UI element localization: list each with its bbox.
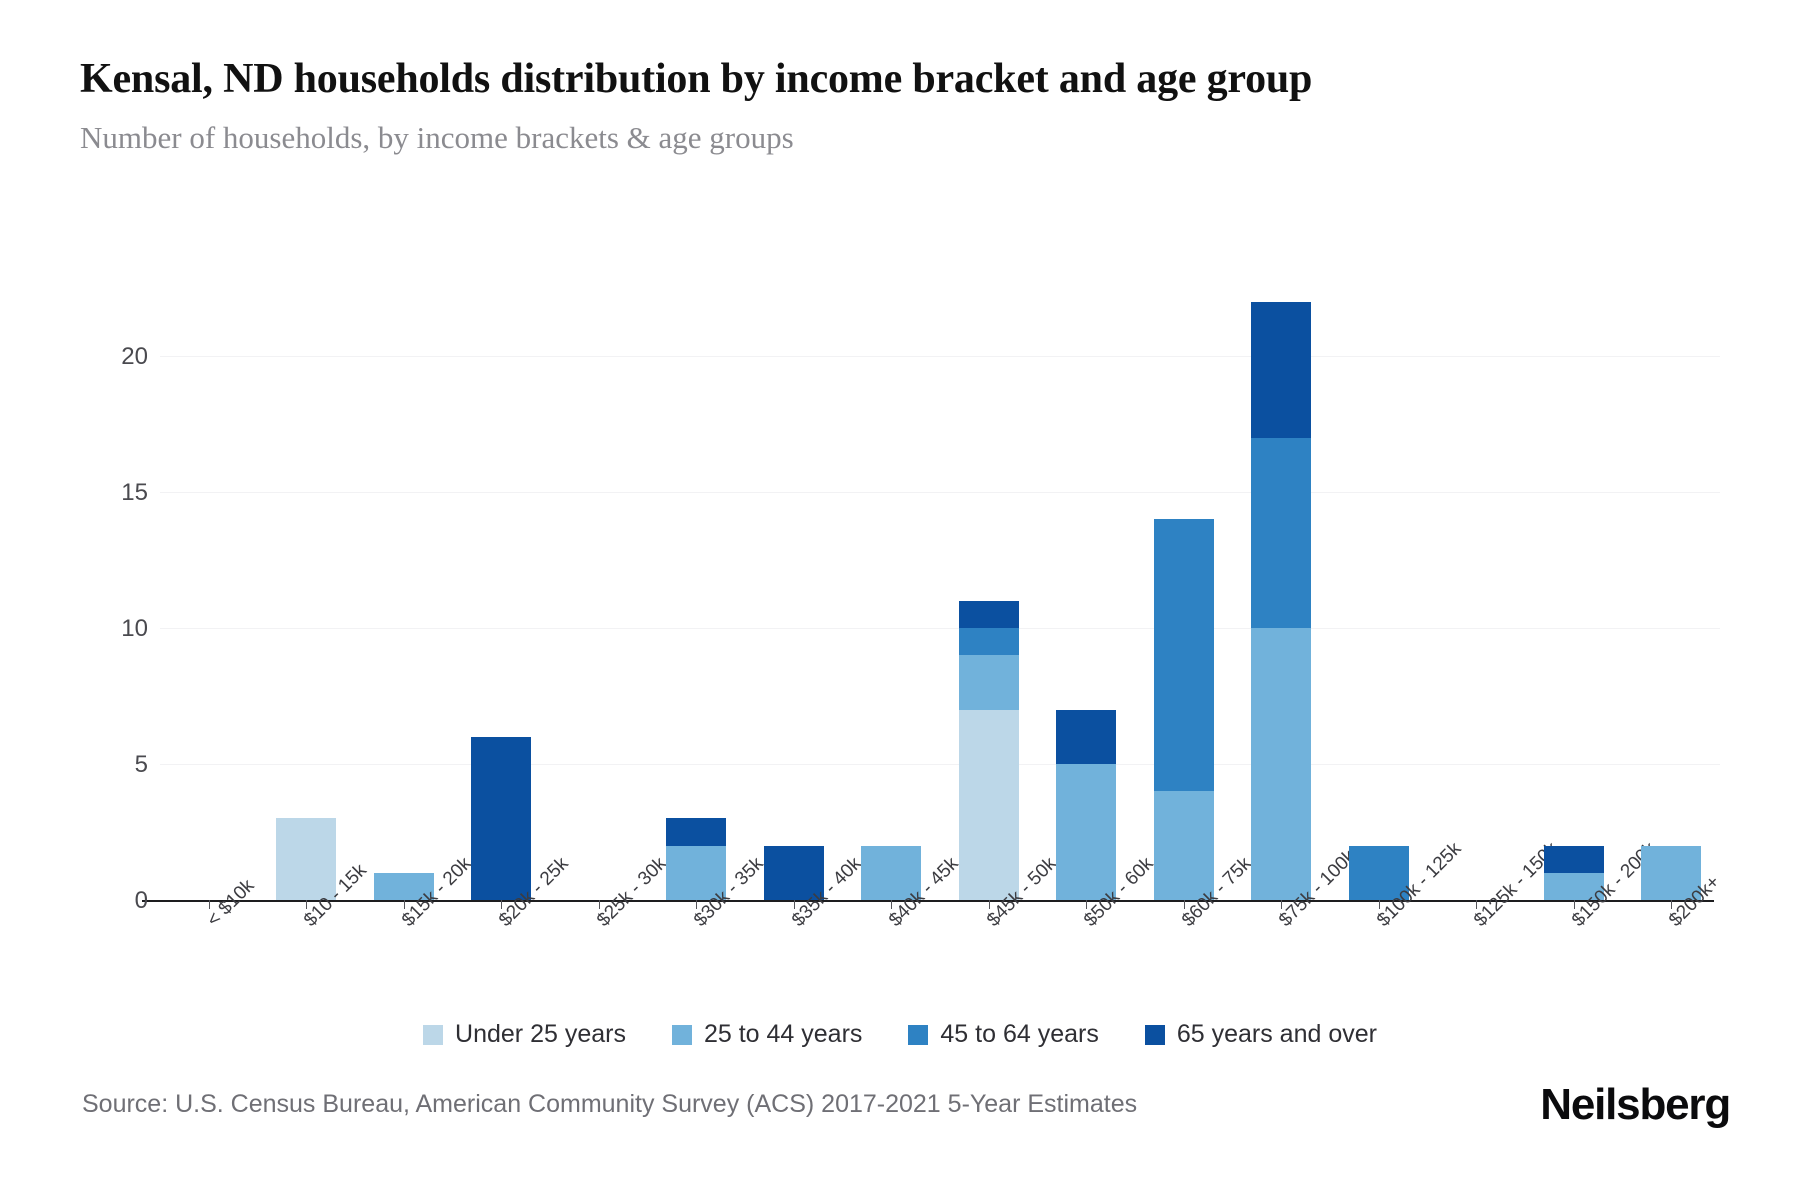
x-axis-tick [1281, 900, 1283, 909]
bar-segment[interactable] [1153, 791, 1214, 900]
bar-segment[interactable] [1251, 628, 1312, 900]
bar-stack[interactable] [179, 356, 239, 900]
bar-segment[interactable] [1641, 845, 1702, 900]
bar-segment[interactable] [958, 600, 1019, 628]
legend-label: 45 to 64 years [940, 1020, 1099, 1048]
x-axis-tick [501, 900, 503, 909]
legend-swatch-icon [1144, 1024, 1165, 1045]
bar-segment[interactable] [958, 628, 1019, 656]
x-axis-tick [208, 900, 210, 909]
bar-segment[interactable] [1251, 301, 1312, 438]
bar-segment[interactable] [1056, 764, 1117, 900]
bar-segment[interactable] [958, 709, 1019, 900]
bar-segment[interactable] [1153, 519, 1214, 792]
x-axis-tick [793, 900, 795, 909]
bar-stack[interactable] [1251, 301, 1312, 900]
gridline [160, 356, 1720, 357]
bar-segment[interactable] [1348, 845, 1409, 900]
bar-stack[interactable] [1543, 356, 1604, 900]
bar-segment[interactable] [373, 872, 434, 900]
gridline [160, 492, 1720, 493]
bar-stack[interactable] [569, 356, 629, 900]
x-axis-tick [1671, 900, 1673, 909]
bar-stack[interactable] [1056, 356, 1117, 900]
legend-item[interactable]: 65 years and over [1144, 1020, 1377, 1049]
legend-item[interactable]: Under 25 years [423, 1020, 626, 1049]
x-axis-tick [1183, 900, 1185, 909]
y-axis-tick-label: 0 [134, 887, 148, 914]
bar-segment[interactable] [763, 845, 824, 900]
bar-segment[interactable] [666, 818, 727, 846]
bar-stack[interactable] [666, 356, 727, 900]
bar-segment[interactable] [861, 845, 922, 900]
x-axis-tick [1086, 900, 1088, 909]
bar-stack[interactable] [763, 356, 824, 900]
y-axis-tick-label: 20 [121, 343, 148, 370]
bar-stack[interactable] [373, 356, 434, 900]
brand-logo: Neilsberg [1540, 1080, 1731, 1129]
bar-segment[interactable] [1543, 845, 1604, 873]
x-axis-tick [988, 900, 990, 909]
bar-segment[interactable] [1251, 437, 1312, 628]
legend-swatch-icon [671, 1024, 692, 1045]
x-axis-tick [1476, 900, 1478, 909]
page-subtitle: Number of households, by income brackets… [80, 120, 794, 155]
page-title: Kensal, ND households distribution by in… [80, 56, 1313, 102]
y-axis-tick-label: 10 [121, 615, 148, 642]
x-axis-tick [696, 900, 698, 909]
bar-stack[interactable] [861, 356, 922, 900]
bar-stack[interactable] [471, 356, 532, 900]
x-axis-tick [891, 900, 893, 909]
y-axis-tick-label: 5 [134, 751, 148, 778]
x-axis-tick [598, 900, 600, 909]
bar-segment[interactable] [1056, 709, 1117, 764]
bar-stack[interactable] [958, 356, 1019, 900]
bar-segment[interactable] [276, 818, 337, 900]
x-axis-tick [1378, 900, 1380, 909]
bar-stack[interactable] [1348, 356, 1409, 900]
bar-stack[interactable] [1641, 356, 1702, 900]
bar-segment[interactable] [471, 736, 532, 900]
bar-stack[interactable] [1153, 356, 1214, 900]
y-axis-tick-label: 15 [121, 479, 148, 506]
plot-area: 0 5 10 15 20 < $10k $10 - 15k $15k - 20k $20k - … [121, 301, 1725, 931]
legend-label: 65 years and over [1176, 1020, 1377, 1048]
gridline [160, 628, 1720, 629]
bar-stack[interactable] [1446, 356, 1506, 900]
bar-segment[interactable] [666, 845, 727, 900]
chart-legend: Under 25 years 25 to 44 years 45 to 64 yea… [0, 1020, 1800, 1049]
x-axis-tick [403, 900, 405, 909]
bar-segment[interactable] [1543, 872, 1604, 900]
x-axis-tick [306, 900, 308, 909]
gridline [160, 764, 1720, 765]
source-note: Source: U.S. Census Bureau, American Com… [82, 1090, 1138, 1118]
bar-segment[interactable] [958, 655, 1019, 710]
x-axis-tick [1573, 900, 1575, 909]
legend-swatch-icon [908, 1024, 929, 1045]
legend-label: 25 to 44 years [703, 1020, 863, 1048]
legend-item[interactable]: 25 to 44 years [671, 1020, 863, 1049]
legend-label: Under 25 years [455, 1020, 626, 1048]
legend-swatch-icon [423, 1024, 444, 1045]
x-axis-line [142, 900, 1714, 902]
legend-item[interactable]: 45 to 64 years [908, 1020, 1099, 1049]
bar-stack[interactable] [276, 356, 337, 900]
